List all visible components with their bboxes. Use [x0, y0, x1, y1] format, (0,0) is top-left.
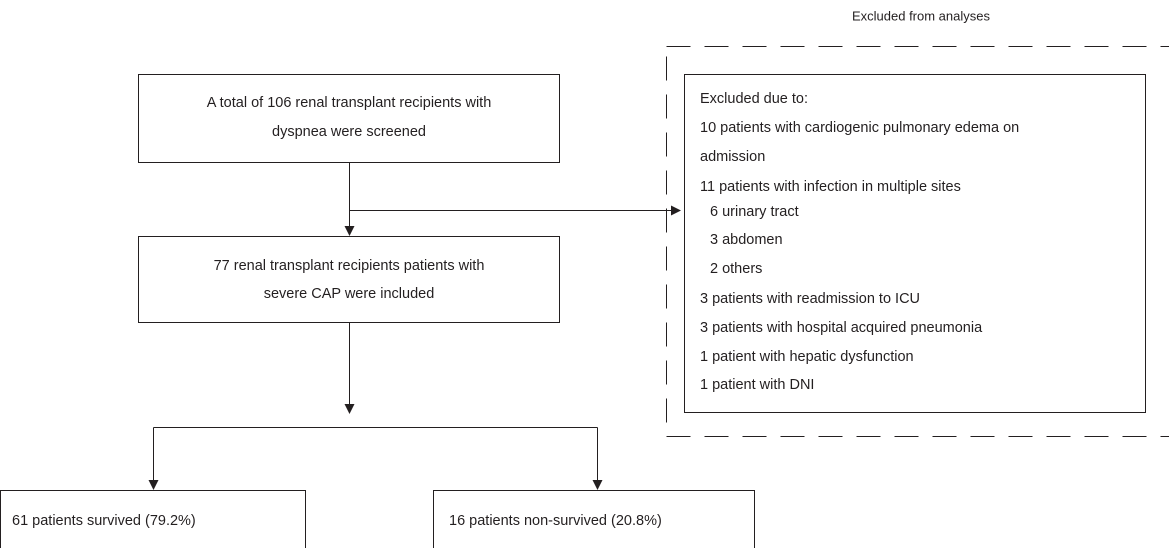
excluded-list: Excluded due to: 10 patients with cardiog… [700, 91, 1019, 393]
excluded-item: 3 patients with readmission to ICU [700, 291, 920, 307]
node-text: 77 renal transplant recipients patients … [214, 258, 485, 274]
excluded-item: 1 patient with DNI [700, 377, 814, 393]
excluded-item: 1 patient with hepatic dysfunction [700, 349, 914, 365]
non-survived-box [433, 490, 755, 548]
node-text: A total of 106 renal transplant recipien… [207, 95, 492, 111]
excluded-item: 3 abdomen [710, 232, 783, 248]
excluded-item: admission [700, 149, 765, 165]
node-text: severe CAP were included [264, 286, 435, 302]
excluded-item: 2 others [710, 261, 762, 277]
excluded-box [684, 74, 1146, 413]
node-text: dyspnea were screened [272, 124, 426, 140]
node-text: 61 patients survived (79.2%) [12, 513, 196, 529]
screened-box [138, 74, 560, 163]
excluded-item: 11 patients with infection in multiple s… [700, 179, 961, 195]
excluded-item: 3 patients with hospital acquired pneumo… [700, 320, 983, 336]
excluded-item: Excluded due to: [700, 91, 808, 107]
excluded-title: Excluded from analyses [852, 8, 991, 23]
excluded-item: 10 patients with cardiogenic pulmonary e… [700, 120, 1019, 136]
node-text: 16 patients non-survived (20.8%) [449, 513, 662, 529]
included-box [138, 236, 560, 323]
excluded-item: 6 urinary tract [710, 204, 799, 220]
survived-box [0, 490, 306, 548]
